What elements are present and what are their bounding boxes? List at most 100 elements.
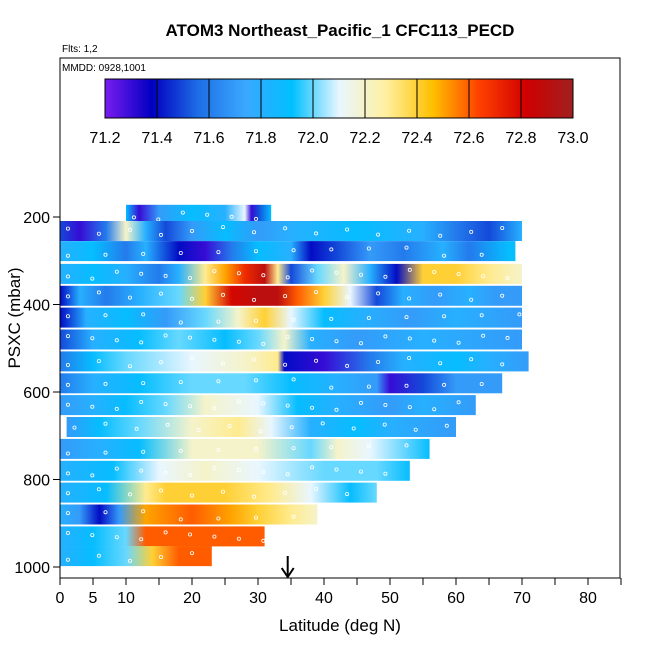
sample-marker [65,382,70,387]
sample-marker [216,319,221,324]
sample-marker [212,534,217,539]
heatmap-row [60,438,430,459]
sample-marker [469,357,474,362]
sample-marker [163,530,168,535]
sample-marker [65,226,70,231]
sample-marker [165,422,170,427]
sample-marker [178,250,183,255]
sample-marker [383,402,388,407]
sample-marker [334,407,339,412]
heatmap-row [60,526,265,547]
sample-marker [366,246,371,251]
sample-marker [500,225,505,230]
sample-marker [291,248,296,253]
heatmap-layer [60,204,529,567]
sample-marker [253,216,258,221]
sample-marker [212,337,217,342]
sample-marker [189,228,194,233]
sample-marker [261,538,266,543]
heatmap-row [60,482,377,503]
sample-marker [351,426,356,431]
colorbar-gradient [104,78,574,119]
sample-marker [320,421,325,426]
sample-marker [96,359,101,364]
y-tick-label: 600 [23,385,50,402]
sample-marker [404,315,409,320]
sample-marker [404,443,409,448]
sample-marker [96,231,101,236]
sample-marker [383,334,388,339]
colorbar-tick-label: 73.0 [557,130,588,147]
heatmap-row [60,307,522,328]
sample-marker [251,297,256,302]
chart-title: ATOM3 Northeast_Pacific_1 CFC113_PECD [166,21,515,40]
sample-marker [178,517,183,522]
heatmap-row [60,460,410,481]
sample-marker [187,532,192,537]
sample-marker [65,451,70,456]
sample-marker [314,486,319,491]
x-tick-label: 80 [579,590,597,607]
sample-marker [283,226,288,231]
sample-marker [251,357,256,362]
sample-marker [163,470,168,475]
x-axis: 0 5 10 20 30 40 50 60 70 80 [56,578,622,607]
sample-marker [261,401,266,406]
colorbar-tick-label: 72.8 [505,130,536,147]
sample-marker [382,422,387,427]
sample-marker [358,341,363,346]
colorbar-tick-label: 72.0 [297,130,328,147]
sample-marker [253,318,258,323]
sample-marker [103,252,108,257]
sample-marker [253,249,258,254]
sample-marker [432,269,437,274]
sample-marker [432,407,437,412]
colorbar-tick-label: 72.2 [349,130,380,147]
sample-marker [127,558,132,563]
sample-marker [310,337,315,342]
sample-marker [407,267,412,272]
sample-marker [261,273,266,278]
sample-marker [314,231,319,236]
sample-marker [139,468,144,473]
sample-marker [139,399,144,404]
plot-frame [59,57,621,579]
heatmap-row [60,285,522,306]
y-tick-label: 1000 [14,560,50,577]
sample-marker [65,274,70,279]
sample-marker [163,402,168,407]
sample-marker [334,339,339,344]
sample-marker [103,313,108,318]
sample-marker [407,336,412,341]
sample-marker [404,383,409,388]
sample-marker [205,212,210,217]
sample-marker [366,384,371,389]
sample-marker [216,447,221,452]
sample-marker [456,400,461,405]
sample-marker [236,271,241,276]
sample-marker [96,553,101,558]
heatmap-row [60,395,476,416]
sample-marker [65,471,70,476]
x-tick-label: 5 [89,590,98,607]
sample-marker [285,472,290,477]
sample-marker [139,340,144,345]
sample-marker [220,361,225,366]
sample-marker [253,515,258,520]
sample-marker [158,360,163,365]
sample-marker [438,233,443,238]
sample-marker [253,446,258,451]
sample-marker [376,359,381,364]
sample-marker [212,465,217,470]
sample-marker [187,335,192,340]
sample-marker [345,363,350,368]
sample-marker [163,333,168,338]
sample-marker [187,404,192,409]
sample-marker [345,295,350,300]
sample-marker [65,511,70,516]
sample-marker [479,381,484,386]
sample-marker [329,316,334,321]
colorbar-tick-label: 72.6 [453,130,484,147]
sample-marker [189,356,194,361]
